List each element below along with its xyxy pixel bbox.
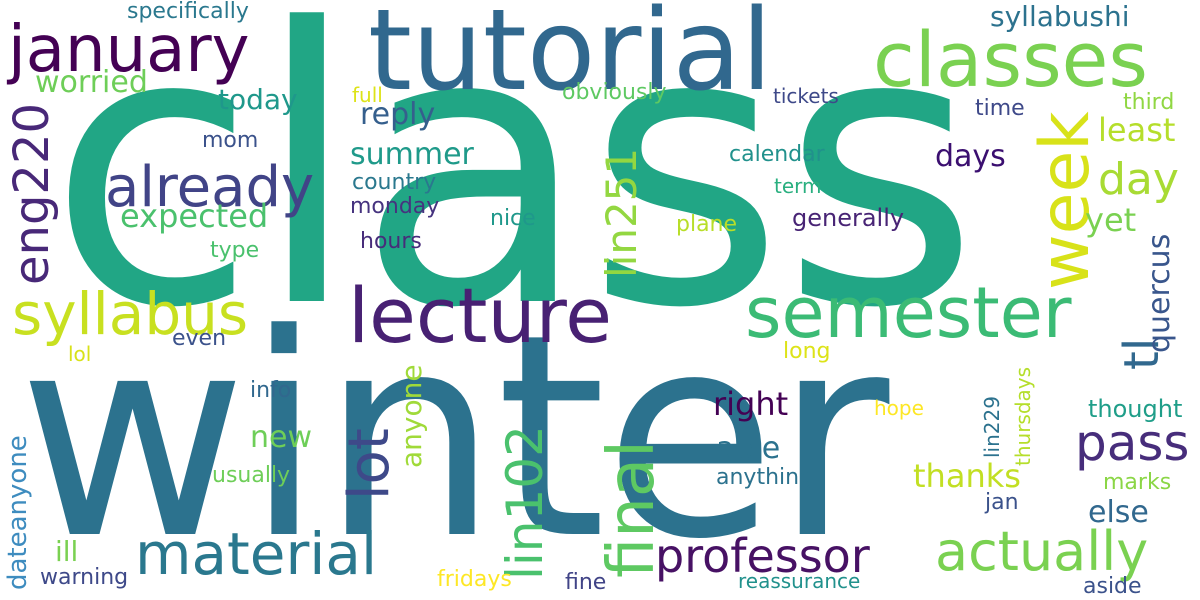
word: pass [1075, 414, 1190, 472]
word: anything [716, 465, 814, 490]
word: lot [337, 428, 402, 500]
word: syllabus [12, 280, 249, 348]
word: days [935, 139, 1006, 174]
word: time [975, 96, 1025, 121]
word: jan [985, 490, 1019, 515]
word: yet [1085, 201, 1137, 239]
word: material [135, 520, 378, 588]
word: right [713, 385, 789, 423]
word: worried [35, 65, 148, 100]
word: syllabushi [990, 0, 1130, 33]
word: thought [1088, 395, 1183, 423]
word: eng220 [4, 102, 60, 285]
word: mom [202, 128, 259, 153]
word: expected [120, 197, 269, 235]
word: long [783, 339, 831, 364]
word: country [352, 170, 437, 195]
word: third [1123, 90, 1175, 115]
word: winter [18, 275, 889, 600]
word: lin102 [496, 425, 554, 580]
word: generally [792, 204, 905, 232]
word: lin229 [980, 396, 1004, 458]
word: class [48, 0, 979, 391]
word: monday [350, 194, 440, 219]
word: even [172, 326, 227, 351]
word: anyone [395, 364, 428, 468]
word: quercus [1142, 233, 1177, 353]
word: classes [873, 15, 1149, 104]
word: semester [745, 272, 1072, 354]
word: tutorial [368, 0, 773, 116]
word: able [716, 431, 781, 466]
word: dateanyone [3, 435, 33, 590]
word: calendar [729, 142, 825, 167]
word: marks [1103, 470, 1172, 495]
word: warning [40, 565, 129, 590]
word: day [1098, 154, 1179, 205]
word: lin251 [597, 147, 646, 278]
word: new [250, 420, 313, 455]
word: today [218, 83, 298, 116]
word: reassurance [738, 569, 861, 593]
word: summer [350, 137, 474, 172]
word: nice [490, 206, 536, 231]
word: actually [935, 520, 1149, 583]
word: info [250, 378, 292, 403]
word: least [1098, 111, 1176, 149]
word: obviously [562, 80, 667, 105]
word: term [774, 174, 822, 198]
word: lecture [348, 271, 612, 360]
word: thursdays [1011, 366, 1035, 466]
word: hours [360, 229, 422, 254]
word: lol [68, 342, 92, 366]
word: plane [676, 212, 738, 237]
word: type [210, 238, 260, 263]
word: fridays [437, 567, 512, 592]
word: hope [874, 396, 924, 420]
word: full [352, 83, 383, 107]
word: final [595, 440, 669, 578]
word: reply [360, 97, 436, 132]
word: usually [212, 463, 291, 488]
word: ill [55, 535, 79, 568]
word: thanks [913, 457, 1021, 495]
word: fine [565, 570, 607, 595]
word: professor [655, 529, 870, 583]
word: already [105, 155, 315, 220]
word: else [1088, 495, 1149, 530]
word: tickets [773, 84, 839, 108]
word: january [8, 13, 250, 87]
word: aside [1083, 574, 1142, 599]
word: specifically [127, 0, 249, 24]
